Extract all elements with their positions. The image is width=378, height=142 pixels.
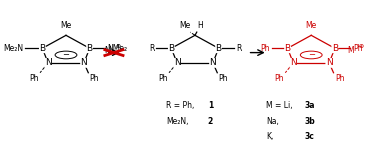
Text: H: H <box>197 21 203 30</box>
Text: B: B <box>168 44 174 53</box>
Text: 3b: 3b <box>305 117 315 126</box>
Text: −: − <box>62 50 70 59</box>
Text: Ph: Ph <box>275 74 284 83</box>
Text: N: N <box>290 59 297 67</box>
Text: N: N <box>326 59 333 67</box>
Text: M = Li,: M = Li, <box>266 101 293 110</box>
Text: 3c: 3c <box>305 132 314 141</box>
Text: N: N <box>45 59 51 67</box>
Text: −: − <box>308 50 315 59</box>
Text: R: R <box>236 44 242 53</box>
Text: N: N <box>81 59 87 67</box>
Text: ⊕: ⊕ <box>358 44 364 49</box>
Text: Me₂N,: Me₂N, <box>166 117 188 126</box>
Text: R: R <box>149 44 155 53</box>
Text: K,: K, <box>266 132 273 141</box>
Text: Ph: Ph <box>90 74 99 83</box>
Text: ⊕: ⊕ <box>115 44 120 49</box>
Text: B: B <box>39 44 45 53</box>
Text: N: N <box>174 59 180 67</box>
Text: Na,: Na, <box>266 117 279 126</box>
Text: M: M <box>347 46 354 55</box>
Text: M: M <box>104 46 111 55</box>
Text: B: B <box>215 44 222 53</box>
Text: Me: Me <box>305 21 317 30</box>
Text: B: B <box>332 44 338 53</box>
Text: Ph: Ph <box>261 44 270 53</box>
Text: Ph: Ph <box>219 74 228 83</box>
Text: Ph: Ph <box>353 44 363 53</box>
Text: 1: 1 <box>208 101 213 110</box>
Text: Ph: Ph <box>335 74 344 83</box>
Text: NMe₂: NMe₂ <box>107 44 127 53</box>
Text: Me: Me <box>60 21 71 30</box>
Text: 2: 2 <box>208 117 213 126</box>
Text: Me: Me <box>179 21 191 30</box>
Text: Me₂N: Me₂N <box>3 44 23 53</box>
Text: B: B <box>285 44 291 53</box>
Text: R = Ph,: R = Ph, <box>166 101 194 110</box>
Text: Ph: Ph <box>158 74 168 83</box>
Text: 3a: 3a <box>305 101 315 110</box>
Text: Ph: Ph <box>29 74 39 83</box>
Text: B: B <box>87 44 93 53</box>
Text: N: N <box>209 59 216 67</box>
